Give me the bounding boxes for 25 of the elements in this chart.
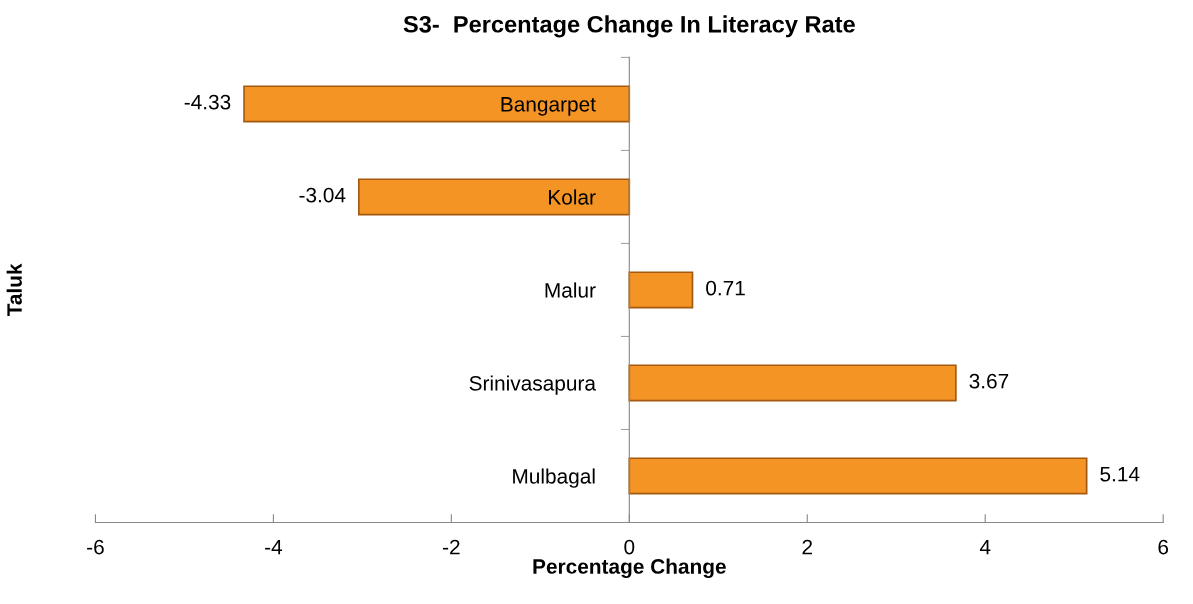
- data-label: 0.71: [706, 280, 745, 296]
- bar: [628, 457, 1088, 495]
- y-tick-label: Malur: [545, 282, 596, 298]
- bar: [628, 364, 957, 402]
- data-label: -4.33: [184, 94, 231, 110]
- x-tick-label: 0: [624, 539, 635, 555]
- y-tick-label: Bangarpet: [501, 97, 596, 116]
- data-label: -3.04: [299, 187, 346, 203]
- x-tick-label: -4: [265, 539, 283, 555]
- y-axis-title: Taluk: [6, 263, 22, 317]
- chart-title: S3- Percentage Change In Literacy Rate: [403, 15, 855, 38]
- y-tick-label: Srinivasapura: [469, 375, 596, 395]
- y-tick-label: Kolar: [549, 189, 596, 205]
- x-tick-label: 4: [979, 539, 991, 555]
- x-tick-label: 6: [1158, 539, 1169, 555]
- bar: [628, 271, 694, 309]
- x-tick-label: 2: [802, 539, 813, 555]
- data-label: 3.67: [969, 373, 1009, 389]
- bar: [243, 85, 631, 123]
- data-label: 5.14: [1100, 467, 1140, 482]
- x-axis-title: Percentage Change: [533, 558, 726, 579]
- y-tick-label: Mulbagal: [513, 468, 595, 488]
- bar: [357, 178, 631, 216]
- x-tick-label: -2: [443, 539, 460, 555]
- x-tick-label: -6: [87, 539, 104, 555]
